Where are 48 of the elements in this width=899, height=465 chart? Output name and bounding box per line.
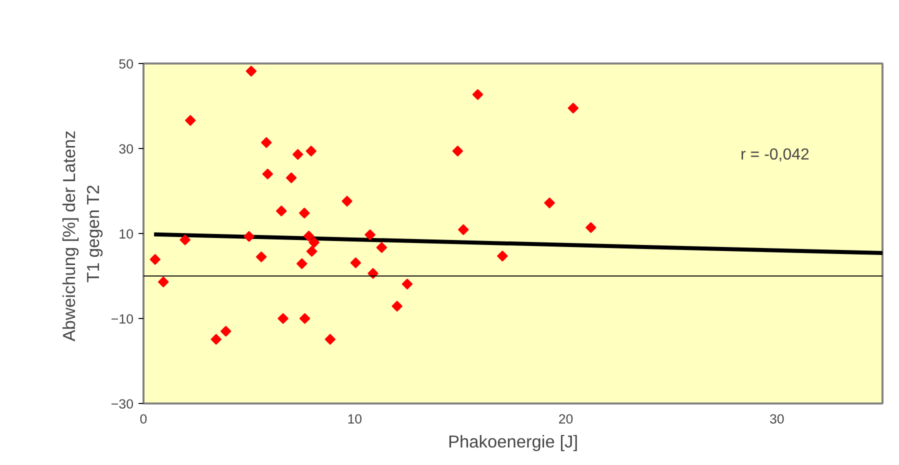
point [262,168,274,180]
point [306,146,317,156]
point [585,222,596,233]
y-tick-label: 10 [118,226,134,242]
point [364,229,376,240]
point [458,224,469,236]
x-axis-title: Phakoenergie [J] [448,432,578,452]
annotation: r = -0,042 [740,146,810,164]
point [210,334,222,345]
point [220,326,232,337]
point [472,89,484,100]
point [342,196,352,207]
point [350,257,362,268]
point [260,137,272,148]
point [286,172,297,184]
point [246,66,257,77]
point [299,313,310,324]
point [158,276,169,288]
point [276,206,287,216]
point [150,254,161,265]
point [496,250,508,262]
x-tick-label: 30 [770,412,784,426]
point [303,230,314,242]
y-tick-label: −10 [110,312,134,326]
point [298,208,310,219]
point [278,313,289,324]
point [568,102,579,114]
x-tick-label: 20 [558,412,574,426]
y-tick-label: −30 [110,396,134,412]
point [376,242,388,253]
y-tick-label: 30 [118,142,134,156]
point [244,231,255,242]
point [306,246,318,257]
x-tick-label: 10 [347,412,362,426]
x-tick-label: 0 [140,412,148,426]
point [180,234,191,246]
point [392,300,403,312]
point [256,251,267,262]
point [452,146,464,156]
y-axis-title: Abweichung [%] der Latenz T1 gegen T2 [58,130,103,342]
y-tick-label: 50 [118,56,134,72]
point [308,236,320,248]
point [292,149,304,160]
point [184,115,196,126]
point [402,278,413,290]
point [296,258,308,270]
point [324,334,336,345]
point [544,197,555,208]
